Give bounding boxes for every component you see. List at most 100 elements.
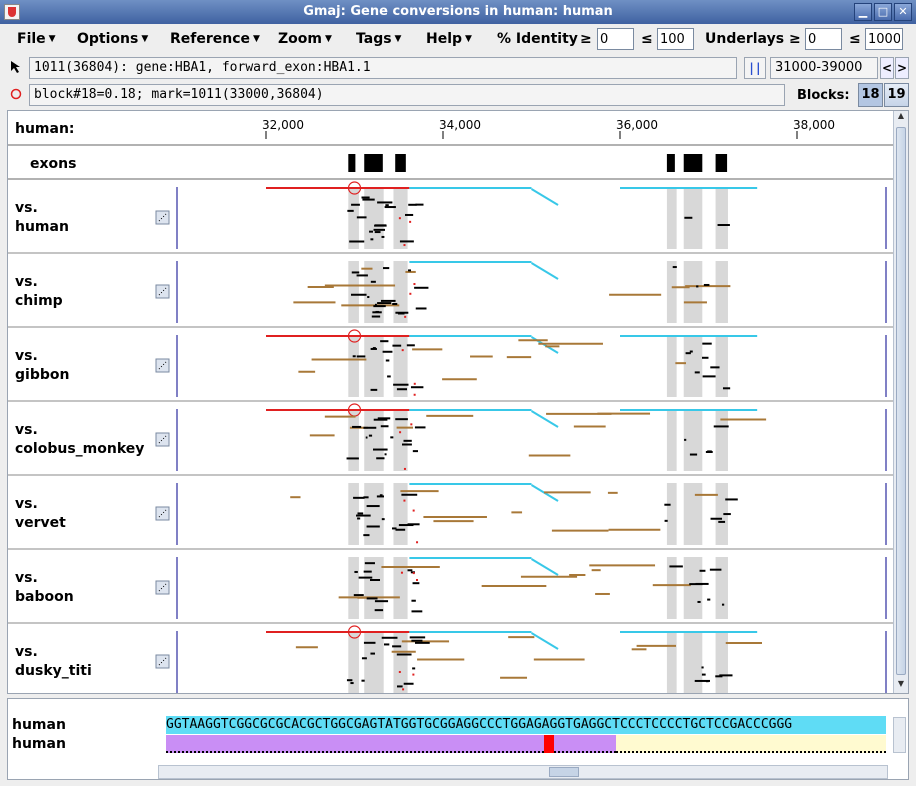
alignment-dot-red [412,673,415,676]
mark-circle [347,625,362,639]
dotplot-toggle-icon [155,210,170,225]
exon-underlay [348,631,359,693]
alignment-dot-red [412,509,415,512]
underlays-min-input[interactable] [805,28,842,50]
exon-block [715,154,728,172]
range-forward-button[interactable]: > [895,57,909,79]
position-status-row: 1011(36804): gene:HBA1, forward_exon:HBA… [0,55,916,81]
sequence-track-purple [166,735,544,753]
exon-underlay [715,631,728,693]
dotplot-toggle-icon [155,580,170,595]
sequence-mark-red [544,735,554,753]
mark-status-row: block#18=0.18; mark=1011(33000,36804) Bl… [0,82,916,108]
mark-circle-icon [10,88,22,100]
exon-underlay [348,261,359,323]
sequence-row1-bases: GGTAAGGTCGGCGCGCACGCTGGCGAGTATGGTGCGGAGG… [166,716,886,734]
scrollbar-thumb[interactable] [896,127,906,675]
menu-reference[interactable]: Reference ▼ [170,31,260,47]
alignment-dot-red [416,541,419,544]
exon-underlay [393,409,408,471]
exon-underlay [683,409,703,471]
alignment-dot-red [398,670,401,673]
panel-label-line2: baboon [15,589,74,605]
mark-circle [347,329,362,343]
exon-underlay [666,335,677,397]
vertical-scrollbar[interactable]: ▲ ▼ [893,111,908,693]
exon-underlay [348,335,359,397]
underlays-label: Underlays [705,31,785,47]
pointer-arrow-icon [11,61,20,73]
block-18-button[interactable]: 18 [858,83,883,107]
exon-underlay [683,261,703,323]
identity-min-input[interactable] [597,28,634,50]
ruler-tick-label: 34,000 [439,118,481,132]
ruler-tick-label: 32,000 [262,118,304,132]
menu-tags[interactable]: Tags ▼ [356,31,402,47]
exon-block [348,154,356,172]
alignment-segment-cyan [530,262,559,280]
scrollbar-thumb[interactable] [549,767,579,777]
scroll-down-icon[interactable]: ▼ [897,679,905,688]
identity-max-input[interactable] [657,28,694,50]
alignment-dot-red [400,571,403,574]
mark-circle [347,181,362,195]
range-marker-icon[interactable]: | | [744,57,766,79]
exon-underlay [683,557,703,619]
alignment-segment-cyan [530,558,559,576]
blocks-label: Blocks: [797,88,850,103]
sequence-track-yellow [616,735,886,753]
title-bar: Gmaj: Gene conversions in human: human ▁… [0,0,916,24]
menu-zoom[interactable]: Zoom ▼ [278,31,332,47]
chevron-down-icon: ▼ [48,34,56,44]
exon-block [683,154,703,172]
position-readout: 1011(36804): gene:HBA1, forward_exon:HBA… [29,57,737,79]
close-icon[interactable]: ✕ [894,3,912,21]
block-19-button[interactable]: 19 [884,83,909,107]
exon-underlay [364,335,384,397]
identity-ge-symbol: ≥ [580,31,592,47]
alignment-dot-red [398,217,401,220]
menu-file[interactable]: File ▼ [17,31,56,47]
dotplot-toggle-icon [155,358,170,373]
alignment-dot-red [413,393,416,396]
exon-block [666,154,675,172]
menu-options[interactable]: Options ▼ [77,31,149,47]
maximize-icon[interactable]: □ [874,3,892,21]
panel-label-line2: colobus_monkey [15,441,144,457]
sequence-vertical-scrollbar[interactable] [893,717,906,753]
ruler-tick-label: 36,000 [616,118,658,132]
dotplot-canvas[interactable]: human: 32,000 34,000 36,000 38,000 exons vs. hu… [8,111,894,694]
window-title: Gmaj: Gene conversions in human: human [303,4,613,19]
alignment-dot-red [413,283,416,286]
exon-underlay [683,483,703,545]
range-back-button[interactable]: < [880,57,894,79]
panel-label-line1: vs. [15,496,38,512]
exon-underlay [348,557,359,619]
ruler-tick-label: 38,000 [793,118,835,132]
dotplot-panel: human: 32,000 34,000 36,000 38,000 exons vs. hu… [7,110,909,694]
minimize-icon[interactable]: ▁ [854,3,872,21]
panel-label-line1: vs. [15,274,38,290]
exon-underlay [393,261,408,323]
exon-underlay [393,335,408,397]
dotplot-toggle-icon [155,432,170,447]
exon-underlay [715,409,728,471]
range-field[interactable]: 31000-39000 [770,57,878,79]
alignment-dot-red [403,499,406,502]
alignment-dot-red [401,349,404,352]
mark-readout: block#18=0.18; mark=1011(33000,36804) [29,84,785,106]
underlays-max-input[interactable] [865,28,903,50]
dotplot-toggle-icon [155,654,170,669]
panel-label-line2: chimp [15,293,63,309]
sequence-horizontal-scrollbar[interactable] [158,765,888,779]
exon-underlay [364,261,384,323]
panel-label-line1: vs. [15,570,38,586]
panel-label-line2: dusky_titi [15,663,92,679]
alignment-segment-cyan [530,188,559,206]
scroll-up-icon[interactable]: ▲ [897,111,905,120]
panel-label-line1: vs. [15,644,38,660]
chevron-down-icon: ▼ [465,34,472,44]
menu-help[interactable]: Help ▼ [426,31,472,47]
exon-underlay [666,631,677,693]
exon-underlay [715,187,728,249]
